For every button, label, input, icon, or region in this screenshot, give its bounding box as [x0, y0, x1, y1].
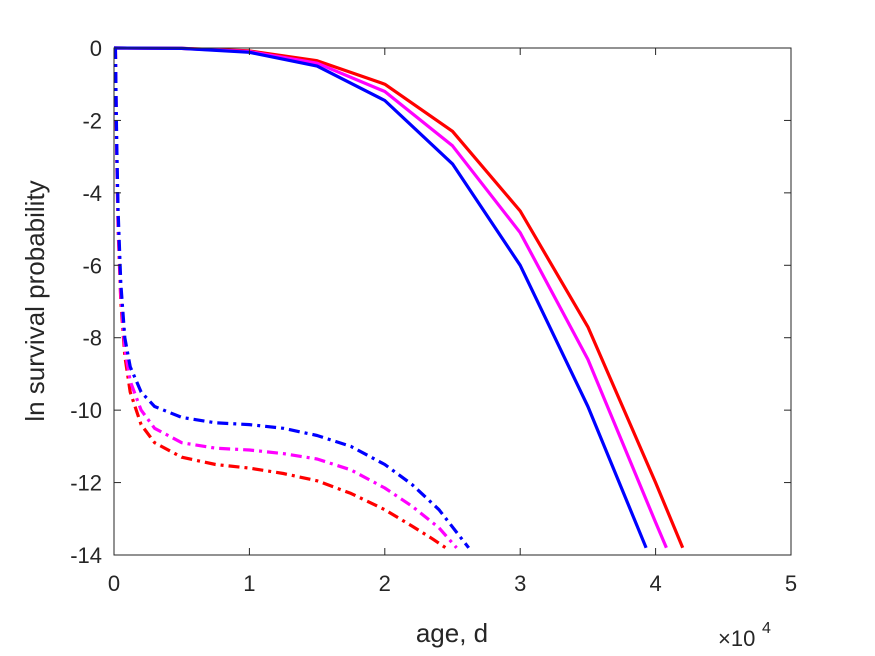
- x-tick-label: 2: [379, 571, 391, 596]
- y-tick-label: -14: [70, 543, 102, 568]
- y-tick-label: -4: [82, 181, 102, 206]
- x-axis: 0 1 2 3 4 5: [108, 48, 797, 596]
- series-line-5-dashdot: [113, 47, 470, 549]
- x-tick-label: 3: [514, 571, 526, 596]
- y-tick-label: -6: [82, 253, 102, 278]
- y-tick-label: -8: [82, 326, 102, 351]
- x-tick-label: 4: [649, 571, 661, 596]
- y-tick-label: -12: [70, 471, 102, 496]
- y-tick-label: 0: [90, 36, 102, 61]
- x-tick-label: 5: [785, 571, 797, 596]
- plot-background: [114, 48, 791, 555]
- y-axis-title: ln survival probability: [20, 180, 50, 421]
- x-axis-multiplier: ×10: [718, 626, 755, 651]
- series-line-2-solid: [113, 46, 648, 549]
- y-axis: 0 -2 -4 -6 -8 -10 -12 -14: [70, 36, 791, 568]
- plot-frame: [113, 47, 792, 556]
- x-axis-multiplier-exponent: 4: [762, 620, 771, 637]
- series-layer: [113, 46, 685, 550]
- y-tick-label: -2: [82, 108, 102, 133]
- x-tick-label: 0: [108, 571, 120, 596]
- x-tick-label: 1: [243, 571, 255, 596]
- x-axis-title: age, d: [416, 618, 488, 648]
- y-tick-label: -10: [70, 398, 102, 423]
